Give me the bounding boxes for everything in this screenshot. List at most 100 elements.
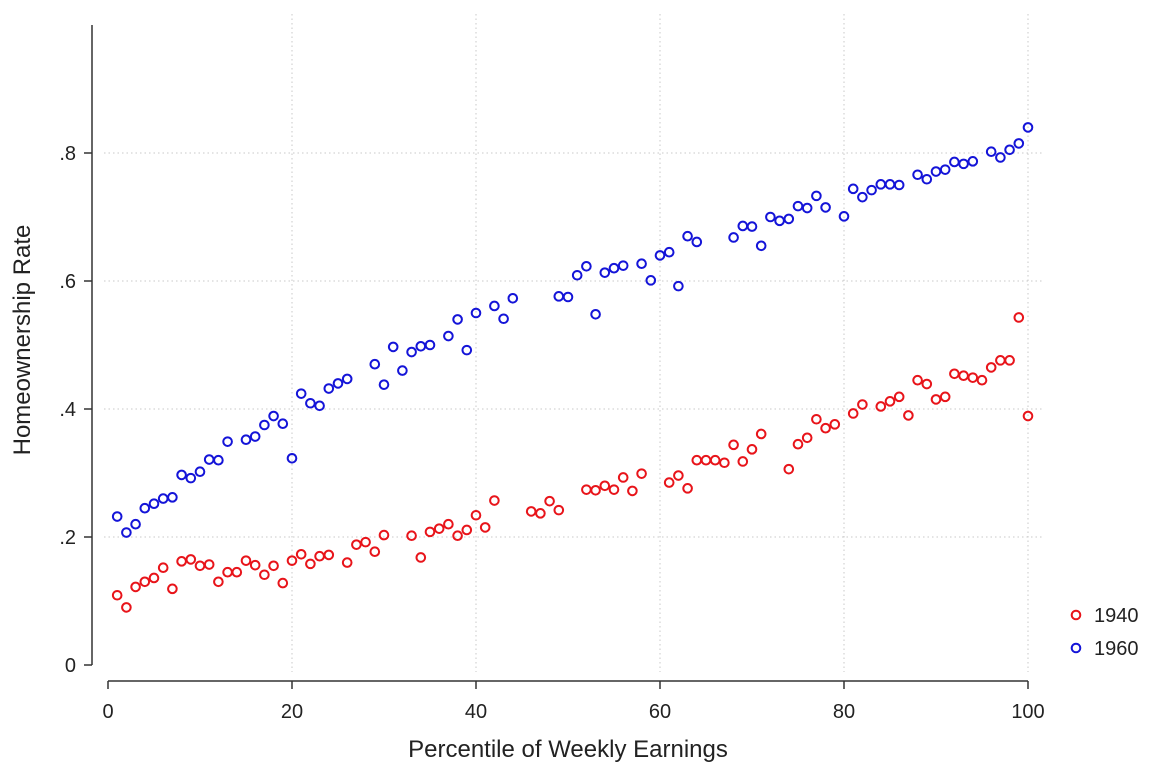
data-point-1940 xyxy=(857,399,868,410)
data-point-1940 xyxy=(691,454,703,466)
data-point-1960 xyxy=(1004,144,1015,156)
data-point-1940 xyxy=(360,536,371,548)
data-point-1960 xyxy=(590,308,601,320)
data-point-1960 xyxy=(240,434,252,446)
data-point-1960 xyxy=(461,344,473,356)
data-point-1960 xyxy=(581,260,592,272)
data-point-1960 xyxy=(691,236,703,248)
data-point-1960 xyxy=(801,202,813,214)
data-point-1940 xyxy=(424,526,436,538)
data-point-1960 xyxy=(332,378,344,389)
data-point-1940 xyxy=(930,394,942,405)
data-point-1960 xyxy=(847,183,859,195)
data-point-1960 xyxy=(424,339,436,351)
data-point-1960 xyxy=(728,232,739,243)
data-point-1960 xyxy=(884,179,896,190)
legend-marker-1960 xyxy=(1070,642,1082,654)
data-point-1940 xyxy=(544,495,555,507)
data-point-1960 xyxy=(682,230,693,242)
data-points xyxy=(111,122,1034,613)
data-point-1940 xyxy=(746,444,758,455)
data-point-1940 xyxy=(995,355,1006,366)
y-tick-label: .6 xyxy=(59,271,76,293)
data-point-1960 xyxy=(857,191,868,203)
data-point-1960 xyxy=(222,436,233,447)
data-point-1960 xyxy=(286,452,298,464)
series-1940 xyxy=(111,312,1034,613)
data-point-1960 xyxy=(341,373,353,385)
x-tick-label: 40 xyxy=(465,701,487,723)
data-point-1940 xyxy=(305,558,316,570)
data-point-1960 xyxy=(295,388,307,399)
y-ticks: 0 .2 .4 .6 .8 xyxy=(59,143,92,677)
axes xyxy=(91,25,1028,682)
y-tick-label: .2 xyxy=(59,527,76,549)
data-point-1960 xyxy=(378,379,390,390)
data-point-1960 xyxy=(470,307,482,319)
y-tick-label: .8 xyxy=(59,143,76,165)
data-point-1960 xyxy=(148,498,160,510)
data-point-1940 xyxy=(277,577,289,589)
data-point-1960 xyxy=(912,169,923,181)
x-ticks: 0 20 40 60 80 100 xyxy=(102,681,1045,723)
data-point-1940 xyxy=(884,396,896,407)
data-point-1940 xyxy=(949,368,960,380)
data-point-1960 xyxy=(489,300,500,312)
data-point-1960 xyxy=(259,419,270,431)
data-point-1960 xyxy=(811,190,822,202)
data-point-1940 xyxy=(921,378,933,390)
data-point-1940 xyxy=(351,539,362,550)
x-tick-label: 100 xyxy=(1011,701,1044,723)
data-point-1940 xyxy=(581,484,592,495)
legend-label-1940: 1940 xyxy=(1094,605,1139,627)
data-point-1940 xyxy=(194,560,206,572)
data-point-1960 xyxy=(958,158,969,170)
data-point-1960 xyxy=(1022,122,1034,133)
data-point-1940 xyxy=(1004,355,1015,366)
data-point-1940 xyxy=(535,508,546,519)
legend-marker-1940 xyxy=(1070,609,1082,621)
data-point-1940 xyxy=(893,391,905,403)
data-point-1940 xyxy=(728,439,739,451)
data-point-1940 xyxy=(1022,410,1034,422)
data-point-1940 xyxy=(976,374,988,386)
data-point-1940 xyxy=(939,391,951,403)
data-point-1940 xyxy=(719,457,730,469)
data-point-1960 xyxy=(157,493,169,504)
data-point-1960 xyxy=(838,211,850,222)
data-point-1960 xyxy=(792,200,804,212)
data-point-1960 xyxy=(783,213,795,225)
data-point-1960 xyxy=(645,275,657,286)
data-point-1940 xyxy=(213,576,224,588)
data-point-1940 xyxy=(452,530,463,542)
data-point-1940 xyxy=(967,372,979,383)
y-tick-label: .4 xyxy=(59,399,76,421)
grid xyxy=(104,14,1042,672)
data-point-1960 xyxy=(663,246,675,258)
data-point-1960 xyxy=(746,221,758,232)
data-point-1960 xyxy=(617,260,629,271)
data-point-1960 xyxy=(608,262,620,274)
data-point-1960 xyxy=(443,330,454,342)
data-point-1960 xyxy=(268,410,279,422)
data-point-1940 xyxy=(323,549,335,561)
data-point-1940 xyxy=(985,362,997,373)
x-axis-title: Percentile of Weekly Earnings xyxy=(408,736,728,763)
data-point-1960 xyxy=(397,365,408,376)
data-point-1960 xyxy=(985,146,997,158)
x-tick-label: 60 xyxy=(649,701,671,723)
data-point-1940 xyxy=(121,602,132,613)
data-point-1960 xyxy=(737,220,749,232)
series-1960 xyxy=(111,122,1034,538)
data-point-1960 xyxy=(194,466,206,478)
data-point-1960 xyxy=(562,291,574,303)
data-point-1960 xyxy=(213,454,224,466)
data-point-1940 xyxy=(222,566,233,578)
data-point-1940 xyxy=(829,419,841,430)
data-point-1960 xyxy=(939,164,951,175)
data-point-1940 xyxy=(314,550,325,562)
data-point-1940 xyxy=(479,522,491,533)
data-point-1940 xyxy=(700,454,712,466)
data-point-1960 xyxy=(553,291,565,302)
data-point-1940 xyxy=(203,559,215,570)
